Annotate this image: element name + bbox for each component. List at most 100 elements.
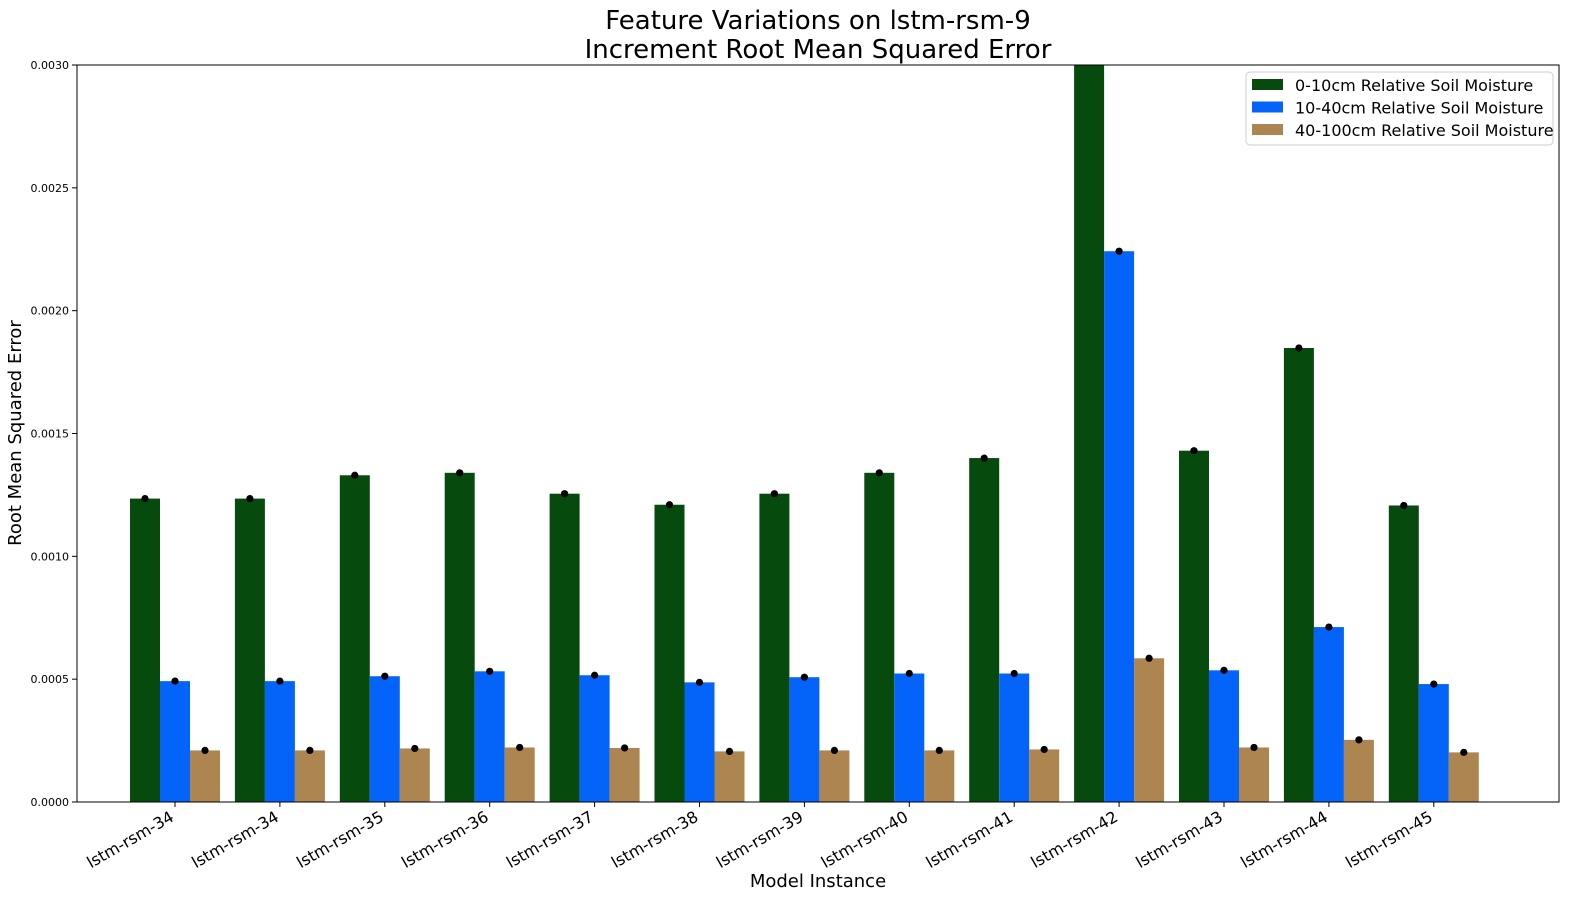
bar-1-8 bbox=[864, 472, 895, 802]
value-marker-3-3 bbox=[411, 744, 419, 753]
value-marker-2-7 bbox=[800, 673, 809, 681]
value-marker-3-1 bbox=[201, 746, 209, 755]
x-axis: lstm-rsm-34 lstm-rsm-34 lstm-rsm-35 lstm-rs… bbox=[83, 802, 1436, 872]
value-marker-3-4 bbox=[516, 743, 524, 752]
legend-swatch-2 bbox=[1252, 101, 1283, 113]
value-marker-3-7 bbox=[830, 746, 839, 755]
bar-2-2 bbox=[264, 681, 295, 802]
legend-swatch-1 bbox=[1252, 79, 1283, 90]
bar-3-13 bbox=[1448, 752, 1479, 802]
x-tick-label: lstm-rsm-43 bbox=[1132, 807, 1226, 872]
x-axis-label: Model Instance bbox=[750, 871, 886, 892]
y-tick-label: 0.0015 bbox=[31, 428, 70, 441]
x-tick-label: lstm-rsm-36 bbox=[398, 807, 492, 872]
y-tick-label: 0.0020 bbox=[31, 305, 70, 318]
value-marker-1-8 bbox=[875, 469, 883, 477]
bar-3-12 bbox=[1343, 739, 1374, 802]
bar-3-8 bbox=[924, 750, 955, 802]
value-marker-2-4 bbox=[486, 667, 494, 675]
bar-2-11 bbox=[1209, 670, 1239, 802]
value-marker-2-3 bbox=[381, 672, 389, 680]
value-marker-3-9 bbox=[1040, 745, 1048, 754]
x-tick-label: lstm-rsm-45 bbox=[1342, 807, 1436, 872]
legend-swatch-3 bbox=[1252, 124, 1283, 135]
value-marker-1-7 bbox=[770, 490, 779, 498]
bar-2-6 bbox=[684, 682, 715, 802]
bar-2-3 bbox=[369, 676, 400, 802]
x-tick-label: lstm-rsm-40 bbox=[818, 807, 912, 872]
bar-1-13 bbox=[1388, 505, 1419, 802]
value-marker-3-13 bbox=[1460, 748, 1468, 756]
legend-box bbox=[1245, 71, 1554, 146]
value-marker-1-1 bbox=[141, 495, 149, 503]
bar-1-3 bbox=[339, 475, 370, 802]
bar-2-1 bbox=[160, 681, 190, 802]
bar-2-8 bbox=[894, 673, 925, 802]
value-marker-3-6 bbox=[725, 747, 734, 755]
bar-1-11 bbox=[1179, 450, 1209, 802]
y-axis: 0.0000 0.0005 0.0010 0.0015 0.0020 0.0025 0.00… bbox=[31, 59, 77, 809]
bar-2-9 bbox=[999, 673, 1030, 802]
bar-2-12 bbox=[1313, 627, 1344, 802]
x-tick-label: lstm-rsm-34 bbox=[83, 807, 177, 872]
value-marker-1-11 bbox=[1190, 447, 1198, 455]
value-marker-2-6 bbox=[695, 678, 704, 686]
value-marker-1-5 bbox=[561, 490, 569, 498]
y-axis-label: Root Mean Squared Error bbox=[5, 320, 26, 546]
bar-2-4 bbox=[474, 671, 505, 802]
value-marker-2-1 bbox=[171, 677, 179, 685]
bar-3-9 bbox=[1029, 749, 1060, 802]
bars-layer bbox=[130, 65, 1479, 802]
bar-3-11 bbox=[1239, 747, 1269, 802]
value-marker-3-11 bbox=[1250, 743, 1258, 752]
x-tick-label: lstm-rsm-37 bbox=[503, 807, 597, 872]
bar-2-13 bbox=[1418, 684, 1449, 802]
x-tick-label: lstm-rsm-42 bbox=[1028, 807, 1122, 872]
bar-1-9 bbox=[969, 458, 1000, 802]
value-marker-3-12 bbox=[1355, 736, 1363, 744]
bar-1-1 bbox=[130, 498, 160, 802]
bar-1-4 bbox=[444, 472, 475, 802]
value-marker-1-13 bbox=[1400, 501, 1408, 510]
bar-3-4 bbox=[504, 747, 535, 802]
value-marker-2-5 bbox=[591, 671, 599, 679]
value-marker-3-5 bbox=[621, 744, 629, 752]
bar-1-5 bbox=[549, 493, 580, 802]
bar-3-10 bbox=[1134, 658, 1165, 802]
value-marker-1-12 bbox=[1295, 344, 1303, 352]
bar-3-3 bbox=[399, 748, 430, 802]
bar-3-6 bbox=[714, 751, 745, 802]
y-tick-label: 0.0025 bbox=[31, 182, 70, 195]
value-marker-2-8 bbox=[905, 669, 913, 678]
x-tick-label: lstm-rsm-34 bbox=[188, 807, 282, 872]
y-tick-label: 0.0005 bbox=[31, 673, 70, 686]
bar-2-7 bbox=[789, 677, 820, 802]
value-marker-2-10 bbox=[1115, 247, 1123, 255]
bar-1-6 bbox=[654, 504, 685, 802]
value-marker-2-12 bbox=[1325, 623, 1333, 631]
value-marker-3-10 bbox=[1145, 654, 1153, 662]
value-marker-1-2 bbox=[246, 495, 254, 503]
value-marker-3-8 bbox=[935, 746, 943, 755]
x-tick-label: lstm-rsm-41 bbox=[923, 807, 1017, 872]
x-tick-label: lstm-rsm-44 bbox=[1237, 807, 1331, 872]
value-marker-2-13 bbox=[1430, 680, 1438, 688]
bar-3-2 bbox=[294, 750, 325, 802]
y-tick-label: 0.0000 bbox=[31, 796, 70, 809]
value-marker-2-2 bbox=[276, 677, 284, 685]
bar-2-10 bbox=[1104, 251, 1135, 802]
bar-3-1 bbox=[190, 750, 220, 802]
bar-1-12 bbox=[1283, 348, 1314, 802]
value-marker-1-3 bbox=[351, 471, 359, 479]
chart-subtitle: Increment Root Mean Squared Error bbox=[585, 35, 1052, 65]
bar-1-7 bbox=[759, 493, 790, 802]
legend-label-1: 0-10cm Relative Soil Moisture bbox=[1295, 76, 1533, 95]
markers-layer bbox=[141, 247, 1468, 756]
chart-title: Feature Variations on lstm-rsm-9 bbox=[605, 6, 1030, 36]
y-tick-label: 0.0030 bbox=[31, 59, 70, 72]
value-marker-1-4 bbox=[456, 469, 464, 477]
x-tick-label: lstm-rsm-38 bbox=[608, 807, 702, 872]
x-tick-label: lstm-rsm-39 bbox=[713, 807, 807, 872]
x-tick-label: lstm-rsm-35 bbox=[293, 807, 387, 872]
